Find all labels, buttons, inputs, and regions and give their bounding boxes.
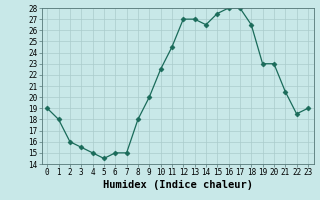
X-axis label: Humidex (Indice chaleur): Humidex (Indice chaleur): [103, 180, 252, 190]
